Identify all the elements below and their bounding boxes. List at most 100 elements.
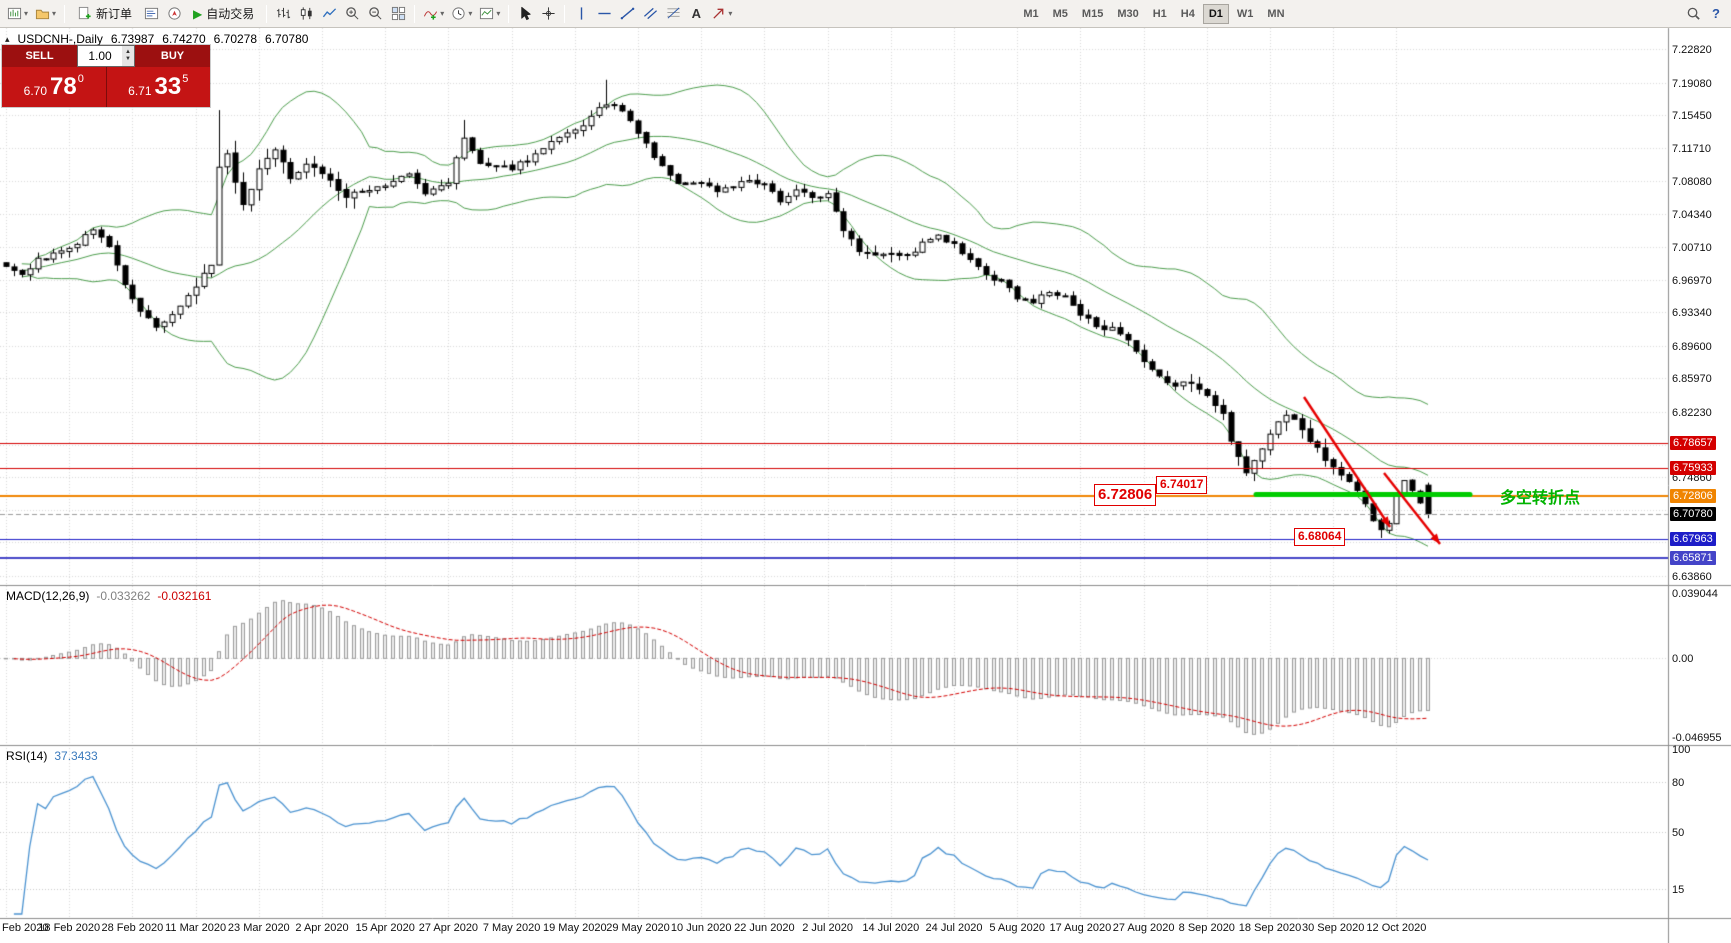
time-axis-label: 10 Jun 2020 bbox=[670, 922, 732, 934]
chevron-down-icon: ▾ bbox=[496, 9, 501, 18]
zoom-out-icon[interactable] bbox=[364, 3, 386, 25]
price-axis-line-label: 6.75933 bbox=[1670, 461, 1716, 475]
horizontal-line-icon[interactable] bbox=[593, 3, 615, 25]
buy-button[interactable]: BUY bbox=[135, 45, 210, 67]
time-axis-label: 8 Sep 2020 bbox=[1178, 922, 1235, 934]
toolbar-separator bbox=[266, 4, 268, 23]
buy-price-head: 6.71 bbox=[128, 84, 152, 98]
periods-icon[interactable]: ▾ bbox=[448, 3, 475, 25]
timeframe-mn-button[interactable]: MN bbox=[1261, 4, 1290, 24]
volume-input[interactable] bbox=[78, 46, 122, 66]
sell-price[interactable]: 6.70 78 0 bbox=[2, 67, 107, 107]
spinner-down-icon[interactable]: ▼ bbox=[125, 56, 131, 62]
price-axis-grid-label: 7.04340 bbox=[1672, 209, 1712, 221]
timeframe-d1-button[interactable]: D1 bbox=[1202, 3, 1229, 24]
time-axis-label: 24 Jul 2020 bbox=[925, 922, 983, 934]
low-value: 6.70278 bbox=[213, 32, 258, 46]
time-axis-label: 27 Apr 2020 bbox=[418, 922, 479, 934]
price-axis-grid-label: 7.15450 bbox=[1672, 110, 1712, 122]
trendline-icon[interactable] bbox=[616, 3, 638, 25]
sell-button[interactable]: SELL bbox=[2, 45, 77, 67]
price-axis-line-label: 6.67963 bbox=[1670, 532, 1716, 546]
timeframe-m5-button[interactable]: M5 bbox=[1047, 4, 1074, 24]
toolbar-separator bbox=[414, 4, 416, 23]
arrows-tool-icon[interactable]: ▾ bbox=[708, 3, 735, 25]
doc-plus-icon bbox=[78, 6, 91, 20]
price-annotation: 6.68064 bbox=[1294, 528, 1346, 546]
vertical-line-icon[interactable] bbox=[570, 3, 592, 25]
time-axis-label: 19 May 2020 bbox=[542, 922, 607, 934]
time-axis-label: 5 Aug 2020 bbox=[989, 922, 1046, 934]
timeframe-h4-button[interactable]: H4 bbox=[1175, 4, 1201, 24]
market-watch-icon[interactable] bbox=[140, 3, 162, 25]
timeframe-m30-button[interactable]: M30 bbox=[1111, 4, 1144, 24]
time-axis-label: 11 Mar 2020 bbox=[165, 922, 227, 934]
time-axis-label: 23 Mar 2020 bbox=[227, 922, 290, 934]
rsi-pane-label: RSI(14) 37.3433 bbox=[6, 749, 98, 763]
timeframe-w1-button[interactable]: W1 bbox=[1231, 4, 1260, 24]
templates-icon[interactable]: ▾ bbox=[476, 3, 503, 25]
new-order-label: 新订单 bbox=[96, 7, 133, 21]
equidistant-channel-icon[interactable] bbox=[639, 3, 661, 25]
navigator-icon[interactable] bbox=[163, 3, 185, 25]
text-icon[interactable]: A bbox=[691, 6, 702, 21]
help-icon[interactable]: ? bbox=[1712, 6, 1720, 21]
spinner-up-icon[interactable]: ▲ bbox=[125, 49, 131, 56]
volume-spinner[interactable]: ▲ ▼ bbox=[122, 46, 134, 66]
price-axis-line-label: 6.72806 bbox=[1670, 489, 1716, 503]
timeframe-h1-button[interactable]: H1 bbox=[1147, 4, 1173, 24]
candlestick-chart-icon[interactable] bbox=[295, 3, 317, 25]
rsi-name: RSI(14) bbox=[6, 749, 48, 763]
bar-chart-icon[interactable] bbox=[272, 3, 294, 25]
price-annotation: 6.72806 bbox=[1094, 484, 1157, 506]
chevron-down-icon: ▾ bbox=[52, 9, 57, 18]
cursor-icon[interactable] bbox=[514, 3, 536, 25]
open-value: 6.73987 bbox=[110, 32, 155, 46]
price-axis-line-label: 6.70780 bbox=[1670, 507, 1716, 521]
one-click-trading-panel: SELL ▲▼ BUY 6.70 78 0 6.71 33 5 bbox=[2, 45, 210, 107]
fibonacci-icon[interactable] bbox=[662, 3, 684, 25]
new-order-button[interactable]: 新订单 bbox=[70, 3, 139, 25]
time-axis-label: 29 May 2020 bbox=[606, 922, 670, 934]
toolbar-separator bbox=[508, 4, 510, 23]
timeframe-m1-button[interactable]: M1 bbox=[1017, 4, 1044, 24]
buy-price[interactable]: 6.71 33 5 bbox=[107, 67, 211, 107]
crosshair-icon[interactable] bbox=[537, 3, 559, 25]
one-click-toggle-icon[interactable]: ▴ bbox=[5, 33, 10, 44]
macd-pane-label: MACD(12,26,9) -0.033262 -0.032161 bbox=[6, 589, 211, 603]
tile-windows-icon[interactable] bbox=[387, 3, 409, 25]
chevron-down-icon: ▾ bbox=[728, 9, 733, 18]
buy-price-big: 33 bbox=[154, 73, 182, 100]
turning-point-annotation: 多空转折点 bbox=[1500, 490, 1581, 507]
time-axis-label: 15 Apr 2020 bbox=[355, 922, 415, 934]
new-chart-icon[interactable]: ▾ bbox=[4, 3, 31, 25]
sell-price-head: 6.70 bbox=[23, 84, 48, 98]
macd-value-main: -0.033262 bbox=[96, 589, 151, 603]
time-axis-label: 2 Jul 2020 bbox=[802, 922, 853, 934]
time-axis-label: 17 Aug 2020 bbox=[1049, 922, 1112, 934]
chevron-down-icon: ▾ bbox=[468, 9, 473, 18]
profiles-icon[interactable]: ▾ bbox=[32, 3, 59, 25]
price-annotation: 6.74017 bbox=[1156, 476, 1208, 494]
toolbar-separator bbox=[64, 4, 66, 23]
autotrading-button[interactable]: ▶ 自动交易 bbox=[186, 3, 261, 25]
autotrading-label: 自动交易 bbox=[206, 7, 255, 21]
price-axis-grid-label: 6.85970 bbox=[1672, 373, 1712, 385]
rsi-axis-label: 15 bbox=[1672, 884, 1685, 896]
time-axis-label: 2 Apr 2020 bbox=[295, 922, 349, 934]
price-axis-grid-label: 7.19080 bbox=[1672, 78, 1712, 90]
price-axis-grid-label: 7.11710 bbox=[1672, 143, 1711, 155]
toolbar: ▾ ▾ 新订单 ▶ 自动交易 ▾ ▾ ▾ A ▾ M1 M5 M15 M30 H1 H4 D1… bbox=[0, 0, 1731, 28]
zoom-in-icon[interactable] bbox=[341, 3, 363, 25]
line-chart-icon[interactable] bbox=[318, 3, 340, 25]
close-value: 6.70780 bbox=[265, 32, 309, 46]
time-axis-label: 30 Sep 2020 bbox=[1301, 922, 1365, 934]
chart-title: ▴ USDCNH-,Daily 6.73987 6.74270 6.70278 … bbox=[5, 32, 308, 46]
sell-price-sup: 0 bbox=[77, 73, 84, 85]
indicators-icon[interactable]: ▾ bbox=[420, 3, 447, 25]
search-icon[interactable] bbox=[1682, 3, 1704, 25]
macd-axis-min-label: -0.046955 bbox=[1672, 732, 1722, 744]
time-axis-label: 18 Feb 2020 bbox=[38, 922, 101, 934]
timeframe-m15-button[interactable]: M15 bbox=[1076, 4, 1109, 24]
